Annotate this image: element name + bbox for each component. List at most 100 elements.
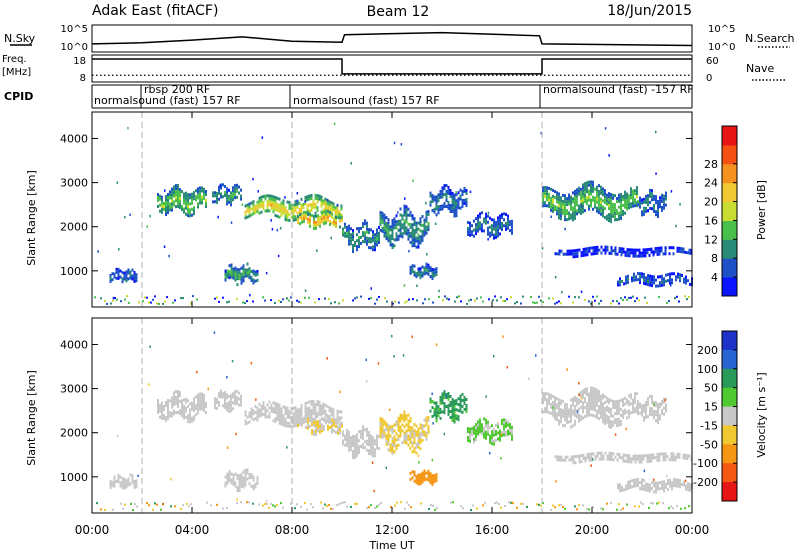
echo-cell xyxy=(596,200,598,204)
echo-cell xyxy=(121,483,124,487)
echo-cell xyxy=(376,234,378,238)
echo-cell xyxy=(258,211,261,215)
echo-cell xyxy=(372,239,374,243)
echo-cell xyxy=(554,402,556,406)
echo-cell xyxy=(507,226,509,230)
echo-cell xyxy=(203,408,205,412)
echo-cell xyxy=(497,222,499,226)
echo-cell xyxy=(469,427,471,431)
clutter-cell xyxy=(142,300,144,303)
echo-cell xyxy=(310,403,313,406)
echo-cell xyxy=(121,480,124,484)
echo-cell xyxy=(236,389,238,393)
echo-cell xyxy=(437,205,440,209)
echo-cell xyxy=(631,485,633,489)
echo-cell xyxy=(109,483,112,486)
clutter-cell xyxy=(400,501,402,504)
echo-cell xyxy=(497,431,499,435)
echo-cell xyxy=(602,193,604,197)
echo-cell xyxy=(401,441,404,445)
clutter-cell xyxy=(606,502,608,505)
clutter-cell xyxy=(458,295,460,298)
echo-cell xyxy=(411,241,414,245)
echo-cell xyxy=(427,269,430,273)
echo-cell xyxy=(417,270,420,274)
echo-cell xyxy=(509,429,511,433)
echo-cell xyxy=(584,185,586,189)
echo-cell xyxy=(477,429,479,433)
echo-cell xyxy=(686,457,689,461)
echo-cell xyxy=(627,480,629,484)
echo-cell xyxy=(564,424,566,428)
echo-cell xyxy=(485,212,487,216)
echo-cell xyxy=(297,215,299,219)
clutter-cell xyxy=(392,302,394,305)
echo-cell xyxy=(620,216,622,220)
echo-cell xyxy=(651,192,653,196)
echo-cell xyxy=(431,400,434,403)
noise-cell xyxy=(289,411,291,414)
echo-cell xyxy=(399,428,402,432)
echo-cell xyxy=(193,415,195,419)
echo-cell xyxy=(564,409,566,413)
echo-cell xyxy=(588,249,591,253)
echo-cell xyxy=(596,188,598,192)
echo-cell xyxy=(173,203,175,207)
echo-cell xyxy=(455,193,458,197)
noise-cell xyxy=(235,432,237,436)
echo-cell xyxy=(189,208,191,212)
echo-cell xyxy=(240,275,243,279)
echo-cell xyxy=(421,224,424,227)
echo-cell xyxy=(590,458,593,462)
echo-cell xyxy=(439,192,442,196)
echo-cell xyxy=(598,417,600,421)
echo-cell xyxy=(171,196,173,200)
echo-cell xyxy=(218,400,220,404)
echo-cell xyxy=(389,243,392,247)
echo-cell xyxy=(383,428,386,432)
echo-cell xyxy=(214,194,216,198)
echo-cell xyxy=(224,475,227,479)
echo-cell xyxy=(477,426,479,430)
echo-cell xyxy=(429,191,432,195)
echo-cell xyxy=(222,395,224,399)
echo-cell xyxy=(135,279,138,283)
echo-cell xyxy=(311,420,313,424)
noise-cell xyxy=(265,499,268,503)
echo-cell xyxy=(419,273,422,277)
noise-cell xyxy=(217,215,219,219)
echo-cell xyxy=(328,415,331,419)
echo-cell xyxy=(248,420,251,424)
echo-cell xyxy=(614,455,617,459)
echo-cell xyxy=(604,189,606,193)
echo-cell xyxy=(647,274,649,277)
echo-cell xyxy=(348,433,350,437)
echo-cell xyxy=(230,478,233,482)
echo-cell xyxy=(658,452,661,456)
echo-cell xyxy=(592,401,594,405)
echo-cell xyxy=(669,278,671,282)
echo-cell xyxy=(554,399,556,403)
echo-cell xyxy=(647,403,649,407)
echo-cell xyxy=(391,219,394,222)
echo-cell xyxy=(463,186,466,190)
echo-cell xyxy=(429,203,432,207)
clutter-cell xyxy=(378,296,380,298)
echo-cell xyxy=(427,272,430,276)
echo-cell xyxy=(315,432,317,436)
echo-cell xyxy=(216,194,218,198)
echo-cell xyxy=(582,189,584,193)
noise-cell xyxy=(219,184,221,187)
echo-cell xyxy=(590,246,593,250)
echo-cell xyxy=(224,484,227,488)
echo-cell xyxy=(453,202,456,206)
echo-cell xyxy=(232,476,235,480)
clutter-cell xyxy=(374,507,376,509)
echo-cell xyxy=(123,477,126,481)
echo-cell xyxy=(590,192,592,196)
clutter-cell xyxy=(498,503,500,505)
echo-cell xyxy=(304,196,307,199)
echo-cell xyxy=(244,213,247,217)
echo-cell xyxy=(278,403,281,407)
echo-cell xyxy=(457,415,460,419)
